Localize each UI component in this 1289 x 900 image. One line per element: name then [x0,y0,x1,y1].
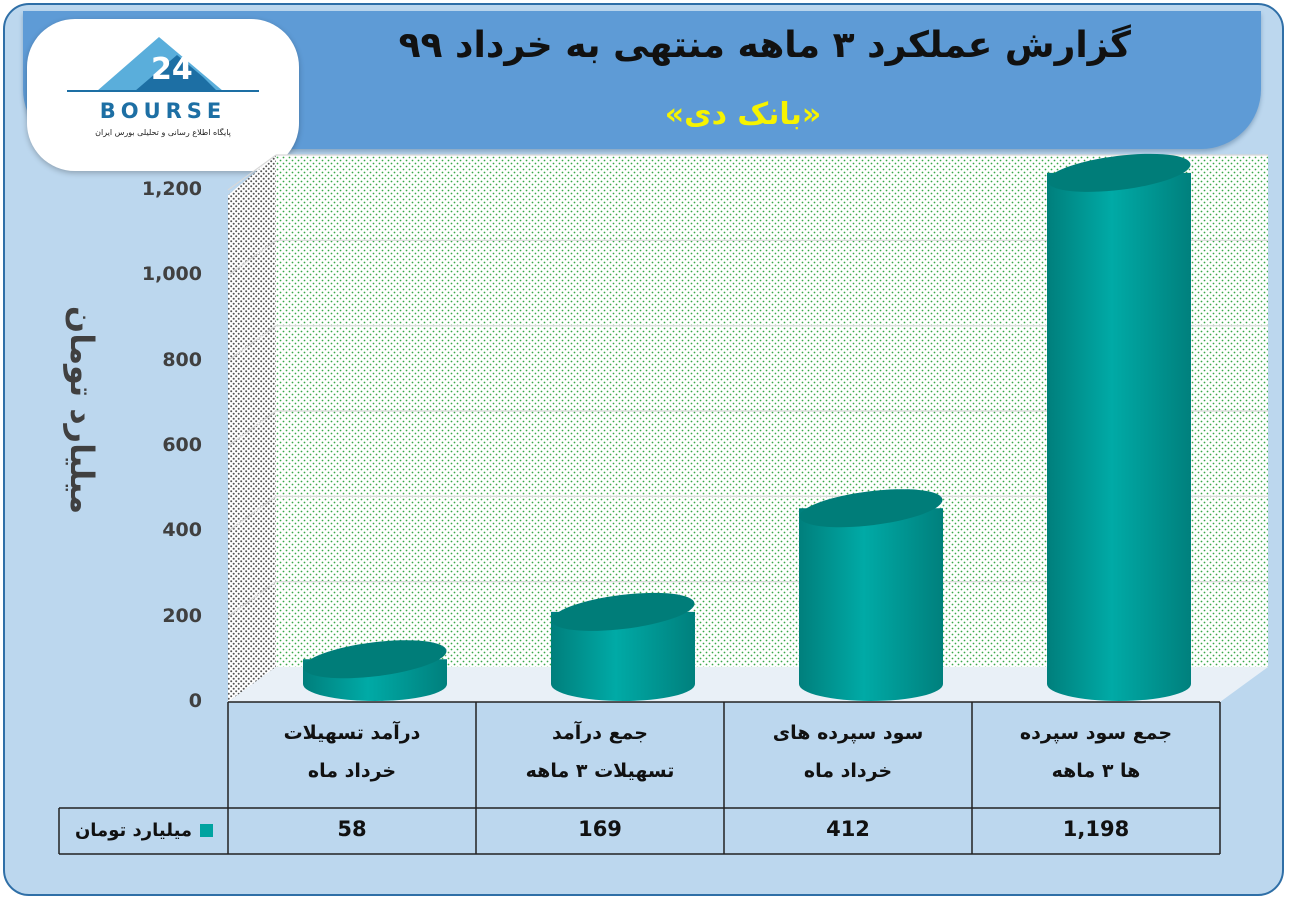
bar-top [551,592,695,631]
category-line2: خرداد ماه [803,760,893,782]
category-label: درآمد تسهیلات خرداد ماه [232,714,472,790]
y-tick-label: 1,200 [141,178,202,200]
category-line2: تسهیلات ۳ ماهه [525,760,675,782]
legend-entry: میلیارد تومان [59,808,229,852]
bar [303,640,447,701]
bar-top [303,640,447,679]
category-label: جمع درآمد تسهیلات ۳ ماهه [480,714,720,790]
gridline [227,581,277,618]
chart-title: گزارش عملکرد ۳ ماهه منتهی به خرداد ۹۹ [398,25,1131,66]
category-line1: جمع سود سپرده [1019,722,1173,744]
bar [1047,153,1191,701]
bars [303,153,1191,701]
y-tick-label: 800 [162,348,202,371]
y-tick-label: 0 [188,690,202,712]
24-mountain-logo-icon: 24 [67,37,259,92]
gridline [227,410,277,447]
bar [799,489,943,701]
bourse24-logo: 24 BOURSE پایگاه اطلاع رسانی و تحلیلی بو… [27,19,299,171]
legend-label: میلیارد تومان [74,819,193,841]
logo-tagline: پایگاه اطلاع رسانی و تحلیلی بورس ایران [95,128,231,137]
data-value: 412 [826,817,870,841]
bar-body [799,508,943,701]
bar [551,592,695,701]
logo-wordmark: BOURSE [99,99,227,123]
category-line2: ها ۳ ماهه [1051,760,1141,782]
category-line2: خرداد ماه [307,760,397,782]
category-label: جمع سود سپرده ها ۳ ماهه [976,714,1216,790]
bar-body [551,611,695,701]
bar-body [1047,172,1191,701]
y-axis-title: میلیارد تومان [63,305,101,515]
data-value: 169 [578,817,622,841]
gridline [227,154,277,191]
gridline [227,325,277,362]
y-tick-label: 600 [162,434,202,456]
data-value: 1,198 [1062,817,1130,841]
gridline [227,239,277,276]
chart-subtitle: «بانک دی» [664,97,822,132]
category-line1: درآمد تسهیلات [283,722,421,744]
data-table [58,701,1221,855]
category-line1: جمع درآمد [552,722,648,744]
svg-text:24: 24 [151,52,193,87]
data-value: 58 [337,817,367,841]
legend-swatch [200,823,214,837]
gridline [227,495,277,532]
y-tick-label: 200 [162,604,202,627]
y-tick-label: 1,000 [141,263,202,286]
y-tick-label: 400 [162,519,202,542]
plot-floor [228,667,1268,702]
bar-top [1047,153,1191,192]
bar-top [799,489,943,528]
category-line1: سود سپرده های [772,722,924,744]
category-label: سود سپرده های خرداد ماه [728,714,968,790]
